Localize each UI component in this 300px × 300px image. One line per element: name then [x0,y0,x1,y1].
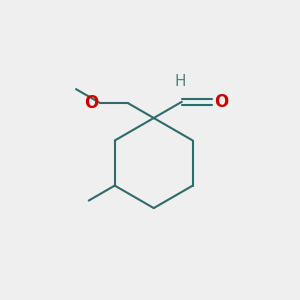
Text: O: O [84,94,99,112]
Text: O: O [214,93,228,111]
Text: H: H [175,74,186,89]
